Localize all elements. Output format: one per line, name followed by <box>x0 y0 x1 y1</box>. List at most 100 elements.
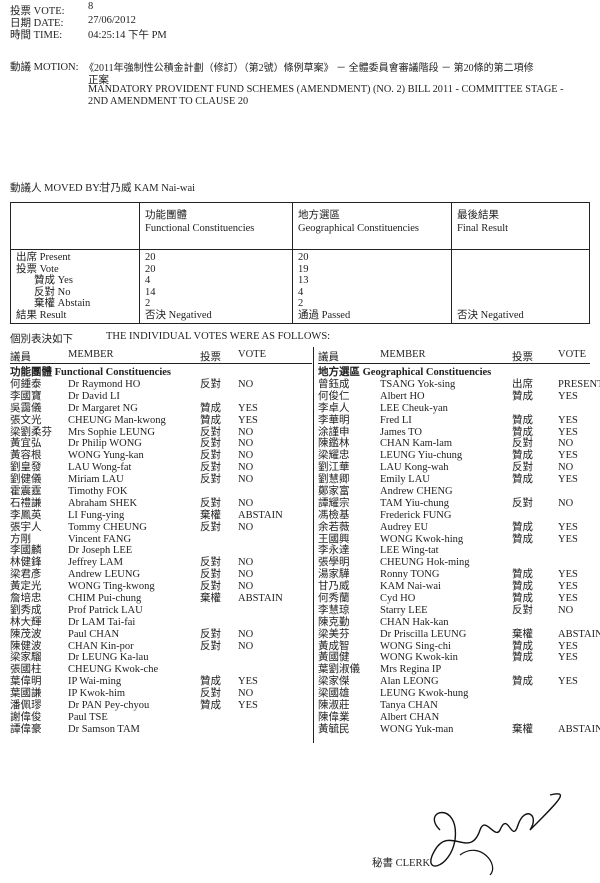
final-values: 否決 Negatived <box>451 249 590 324</box>
member-name-zh: 林大輝 <box>10 616 42 628</box>
vote-zh: 棄權 <box>512 723 533 735</box>
member-name-zh: 曾鈺成 <box>318 379 350 390</box>
moved-by-label: 動議人 MOVED BY: <box>10 183 102 194</box>
member-vote-row: 馮檢基 Frederick FUNG <box>318 510 590 522</box>
gc-present: 20 <box>298 252 309 263</box>
member-name-en: Mrs Regina IP <box>380 664 442 676</box>
member-name-zh: 陳偉業 <box>318 711 350 723</box>
member-name-en: IP Wai-ming <box>68 676 122 688</box>
member-vote-row: 陳健波 CHAN Kin-por 反對 NO <box>10 641 312 653</box>
member-vote-row: 霍震霆 Timothy FOK <box>10 486 312 498</box>
member-name-zh: 劉秀成 <box>10 604 42 616</box>
member-name-zh: 張國柱 <box>10 664 42 676</box>
motion-en-line2: 2ND AMENDMENT TO CLAUSE 20 <box>88 96 249 107</box>
member-name-zh: 黃毓民 <box>318 723 350 735</box>
member-name-en: LEE Cheuk-yan <box>380 402 448 414</box>
vote-en: NO <box>238 379 254 390</box>
header-vote-zh: 投票 <box>200 352 221 363</box>
vote-zh: 反對 <box>512 462 533 474</box>
member-vote-row: 陳鑑林 CHAN Kam-lam 反對 NO <box>318 438 590 450</box>
vote-zh: 棄權 <box>200 509 221 521</box>
member-vote-row: 方剛 Vincent FANG <box>10 534 312 546</box>
member-name-zh: 潘佩璆 <box>10 700 42 712</box>
member-name-en: Dr Priscilla LEUNG <box>380 628 467 640</box>
member-name-en: Albert HO <box>380 390 425 402</box>
member-vote-row: 葉國謙 IP Kwok-him 反對 NO <box>10 688 312 700</box>
member-vote-row: 王國興 WONG Kwok-hing 贊成 YES <box>318 534 590 546</box>
label-abstain: 棄權 Abstain <box>34 298 91 309</box>
member-name-en: WONG Kwok-hing <box>380 533 464 545</box>
header-vote-zh: 投票 <box>512 352 533 363</box>
member-vote-row: 劉江華 LAU Kong-wah 反對 NO <box>318 462 590 474</box>
member-name-zh: 霍震霆 <box>10 486 42 498</box>
vote-zh: 贊成 <box>512 676 533 688</box>
member-name-zh: 吳靄儀 <box>10 402 42 414</box>
member-name-en: Dr LAM Tai-fai <box>68 616 136 628</box>
fc-result: 否決 Negatived <box>145 309 212 321</box>
vote-zh: 棄權 <box>200 593 221 605</box>
gc-yes: 13 <box>298 275 309 286</box>
time-value: 04:25:14 下午 PM <box>88 30 167 41</box>
vote-en: NO <box>238 581 254 593</box>
member-name-en: James TO <box>380 426 422 438</box>
fc-header-zh: 功能團體 <box>145 210 187 221</box>
member-vote-row: 張學明 CHEUNG Hok-ming <box>318 557 590 569</box>
member-name-zh: 涂謹申 <box>318 426 350 438</box>
functional-section-title: 功能團體 Functional Constituencies <box>10 367 172 378</box>
vote-en: NO <box>238 688 254 700</box>
vote-en: NO <box>238 497 254 509</box>
header-member-en: MEMBER <box>380 349 426 360</box>
vote-en: YES <box>558 593 578 605</box>
vote-zh: 反對 <box>200 474 221 486</box>
fc-yes: 4 <box>145 275 151 286</box>
member-name-zh: 何俊仁 <box>318 390 350 402</box>
vote-zh: 贊成 <box>512 581 533 593</box>
member-name-en: CHEUNG Kwok-che <box>68 664 159 676</box>
member-vote-row: 林健鋒 Jeffrey LAM 反對 NO <box>10 557 312 569</box>
member-name-en: Prof Patrick LAU <box>68 604 143 616</box>
vote-zh: 贊成 <box>512 521 533 533</box>
functional-rows: 何鍾泰 Dr Raymond HO 反對 NO 李國寶 Dr David LI 吳靄儀 Dr … <box>10 379 312 736</box>
label-present: 出席 Present <box>16 252 71 263</box>
vote-zh: 棄權 <box>512 628 533 640</box>
member-name-en: KAM Nai-wai <box>380 581 441 593</box>
member-name-en: Fred LI <box>380 414 412 426</box>
fc-no: 14 <box>145 286 156 298</box>
member-name-en: Jeffrey LAM <box>68 557 123 569</box>
vote-zh: 反對 <box>200 557 221 569</box>
member-vote-row: 何秀蘭 Cyd HO 贊成 YES <box>318 593 590 605</box>
member-name-zh: 張學明 <box>318 557 350 569</box>
member-name-en: TAM Yiu-chung <box>380 497 450 509</box>
vote-en: NO <box>558 462 574 474</box>
header-vote-en: VOTE <box>558 349 586 360</box>
vote-zh: 反對 <box>200 640 221 652</box>
member-vote-row: 梁家傑 Alan LEONG 贊成 YES <box>318 676 590 688</box>
geographical-section-title: 地方選區 Geographical Constituencies <box>318 367 492 378</box>
gc-no: 4 <box>298 286 304 298</box>
member-name-zh: 陳鑑林 <box>318 438 350 450</box>
motion-zh-line2: 正案 <box>88 75 109 86</box>
vote-en: NO <box>238 438 254 450</box>
list-header: 議員 MEMBER 投票 VOTE <box>318 347 590 364</box>
member-name-zh: 梁劉柔芬 <box>10 426 52 438</box>
moved-by-value: 甘乃威 KAM Nai-wai <box>100 183 196 194</box>
member-name-en: Dr David LI <box>68 390 120 402</box>
fc-abstain: 2 <box>145 298 151 309</box>
gc-result: 通過 Passed <box>298 309 351 321</box>
member-vote-row: 黃毓民 WONG Yuk-man 棄權 ABSTAIN <box>318 723 600 736</box>
member-vote-row: 劉秀成 Prof Patrick LAU <box>10 605 312 617</box>
vote-zh: 贊成 <box>512 652 533 664</box>
vote-zh: 反對 <box>200 688 221 700</box>
header-member-zh: 議員 <box>318 352 339 363</box>
clerk-signature <box>430 793 562 876</box>
gc-abstain: 2 <box>298 298 304 309</box>
vote-zh: 贊成 <box>512 593 533 605</box>
vote-en: YES <box>558 652 578 664</box>
vote-en: YES <box>558 450 578 462</box>
date-label: 日期 DATE: <box>10 18 64 29</box>
member-vote-row: 劉慧卿 Emily LAU 贊成 YES <box>318 474 590 486</box>
member-vote-row: 李國寶 Dr David LI <box>10 391 312 403</box>
final-header-zh: 最後結果 <box>457 210 499 221</box>
member-name-zh: 黃宜弘 <box>10 438 42 450</box>
